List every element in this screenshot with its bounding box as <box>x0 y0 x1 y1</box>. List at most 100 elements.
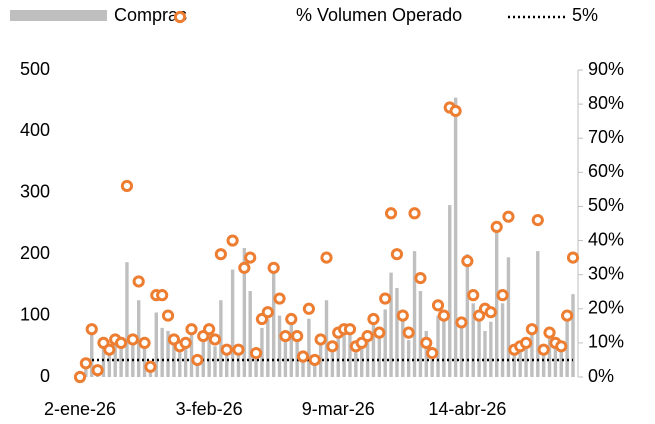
point <box>561 309 574 322</box>
y2-tick-label: 60% <box>588 161 624 181</box>
point <box>373 326 386 339</box>
point <box>414 271 427 285</box>
legend-label: 5% <box>572 5 598 25</box>
bar <box>295 340 299 377</box>
y2-tick-label: 70% <box>588 127 624 147</box>
point <box>161 309 175 322</box>
point <box>484 306 497 319</box>
point <box>449 104 462 118</box>
bar <box>406 340 411 377</box>
bar <box>166 330 170 377</box>
bar <box>101 346 106 377</box>
point <box>384 207 398 220</box>
bar <box>283 340 288 377</box>
point <box>191 353 204 367</box>
bar <box>430 352 434 377</box>
point <box>291 329 304 343</box>
bar <box>125 262 129 377</box>
bar <box>536 251 540 377</box>
bar <box>524 343 528 377</box>
bar <box>489 321 493 377</box>
bar <box>90 327 94 377</box>
x-tick-label: 14-abr-26 <box>428 399 506 419</box>
bar <box>342 334 346 377</box>
point <box>226 234 239 247</box>
bar <box>207 334 211 377</box>
bar <box>360 343 364 377</box>
bar <box>266 318 270 377</box>
y2-tick-label: 50% <box>588 195 624 215</box>
bar <box>506 257 511 377</box>
point <box>326 340 339 353</box>
point <box>103 343 116 356</box>
bar <box>412 251 417 377</box>
y2-tick-label: 90% <box>588 59 624 79</box>
y2-tick-label: 40% <box>588 229 624 249</box>
y-tick-label: 200 <box>20 243 50 263</box>
bar <box>512 352 517 377</box>
bar <box>119 343 123 377</box>
bar <box>189 334 194 377</box>
bar <box>107 352 112 377</box>
bar <box>453 97 458 377</box>
point <box>361 329 374 343</box>
bar <box>160 327 164 377</box>
bar <box>553 346 558 377</box>
point <box>214 248 227 261</box>
point <box>156 289 169 302</box>
point <box>308 353 321 367</box>
legend-swatch <box>173 10 187 24</box>
bar <box>530 334 534 377</box>
point <box>555 340 568 353</box>
point <box>543 326 556 339</box>
point <box>208 333 222 346</box>
point <box>132 275 145 288</box>
point <box>461 254 474 268</box>
bar <box>483 330 487 377</box>
y2-tick-label: 30% <box>588 263 624 283</box>
y2-tick-label: 80% <box>588 93 624 113</box>
point <box>367 312 380 326</box>
bar <box>213 346 217 377</box>
x-tick-label: 3-feb-26 <box>176 399 243 419</box>
bar <box>377 334 382 377</box>
bar <box>495 229 499 377</box>
bar <box>354 349 358 377</box>
point <box>431 299 445 312</box>
bar <box>248 291 252 377</box>
point <box>79 357 92 370</box>
bar <box>183 346 188 377</box>
point <box>267 261 280 274</box>
point <box>566 251 580 264</box>
bar <box>142 346 147 377</box>
point <box>120 179 134 193</box>
point <box>496 289 509 302</box>
point <box>343 323 357 336</box>
point <box>91 364 104 377</box>
bar <box>225 349 229 377</box>
point <box>537 343 550 356</box>
point <box>467 289 480 302</box>
legend-label: Compras <box>114 5 187 25</box>
bar <box>348 330 352 377</box>
y2-tick-label: 20% <box>588 298 624 318</box>
bar <box>442 318 446 377</box>
bar <box>459 324 464 377</box>
point <box>320 251 333 264</box>
point <box>402 326 415 339</box>
y-tick-label: 400 <box>20 120 50 140</box>
bar <box>401 318 405 377</box>
point <box>519 336 533 349</box>
point <box>138 336 151 349</box>
point <box>390 248 404 261</box>
bar <box>395 287 399 377</box>
bar <box>418 291 423 377</box>
point <box>85 323 98 336</box>
bar <box>254 352 258 377</box>
bar <box>541 352 546 377</box>
point <box>420 336 433 349</box>
bar <box>289 324 293 377</box>
bar <box>389 272 393 377</box>
bar <box>195 358 200 377</box>
